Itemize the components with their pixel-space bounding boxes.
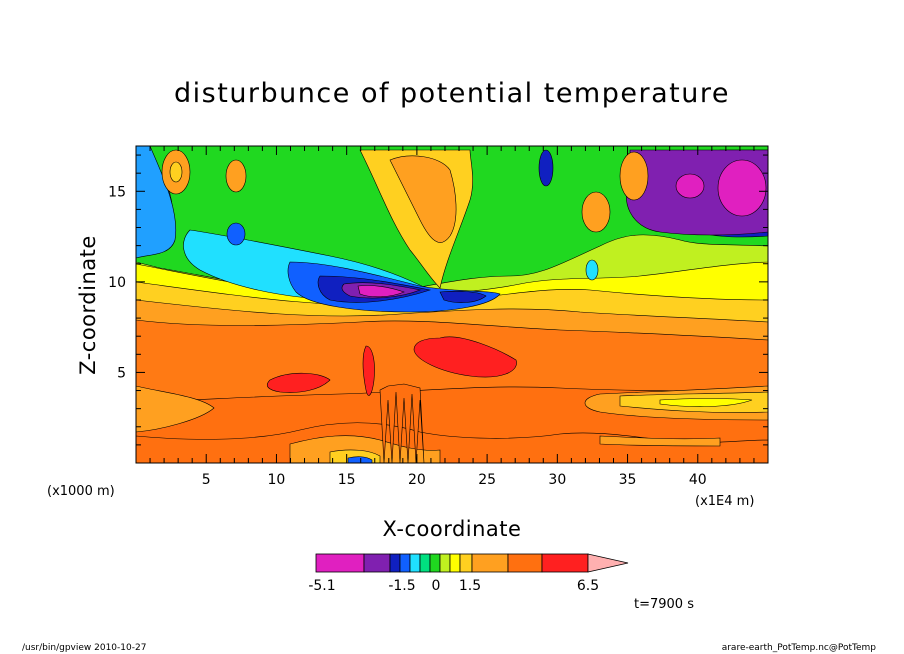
plot-area — [136, 146, 768, 463]
colorbar-swatch — [389, 553, 401, 573]
colorbar — [315, 553, 629, 573]
x-tick-label: 10 — [268, 472, 286, 488]
y-tick-label: 5 — [117, 365, 126, 381]
lower-layers — [136, 336, 768, 463]
time-label: t=7900 s — [634, 597, 694, 612]
colorbar-swatch — [507, 553, 543, 573]
x-tick-label: 5 — [202, 472, 211, 488]
chart-title: disturbunce of potential temperature — [174, 78, 730, 109]
colorbar-tick-label: 1.5 — [459, 578, 481, 594]
colorbar-swatch — [439, 553, 451, 573]
colorbar-swatch — [315, 553, 365, 573]
y-tick-label: 10 — [108, 275, 126, 291]
colorbar-swatch — [399, 553, 411, 573]
x-unit-left: (x1000 m) — [47, 484, 115, 499]
y-axis-label: Z-coordinate — [76, 235, 100, 375]
colorbar-swatch — [471, 553, 509, 573]
colorbar-swatch — [409, 553, 421, 573]
colorbar-tick-label: -1.5 — [388, 578, 415, 594]
x-tick-label: 35 — [619, 472, 637, 488]
colorbar-tick-labels: -5.1 -1.5 0 1.5 6.5 — [308, 578, 599, 594]
footer-right: arare-earth_PotTemp.nc@PotTemp — [722, 643, 877, 653]
colorbar-swatch — [459, 553, 473, 573]
x-tick-label: 15 — [338, 472, 356, 488]
colorbar-tick-label: 6.5 — [577, 578, 599, 594]
upper-layers — [136, 146, 768, 403]
colorbar-swatch — [429, 553, 441, 573]
x-tick-label: 20 — [408, 472, 426, 488]
colorbar-swatch — [541, 553, 589, 573]
x-tick-label: 30 — [548, 472, 566, 488]
colorbar-tick-label: -5.1 — [308, 578, 335, 594]
x-tick-label: 25 — [478, 472, 496, 488]
colorbar-swatch — [363, 553, 391, 573]
x-axis-label: X-coordinate — [383, 517, 522, 541]
x-tick-label: 40 — [689, 472, 707, 488]
plot-frame — [135, 145, 769, 464]
footer-left: /usr/bin/gpview 2010-10-27 — [22, 643, 146, 653]
colorbar-swatch — [419, 553, 431, 573]
y-axis-ticks: 5 10 15 — [108, 154, 768, 446]
colorbar-extend-arrow — [587, 553, 629, 573]
y-tick-label: 15 — [108, 184, 126, 200]
x-unit-right: (x1E4 m) — [695, 494, 754, 509]
x-axis-ticks: 5 10 15 20 25 30 35 40 — [149, 146, 755, 488]
colorbar-swatch — [449, 553, 461, 573]
colorbar-tick-label: 0 — [432, 578, 441, 594]
